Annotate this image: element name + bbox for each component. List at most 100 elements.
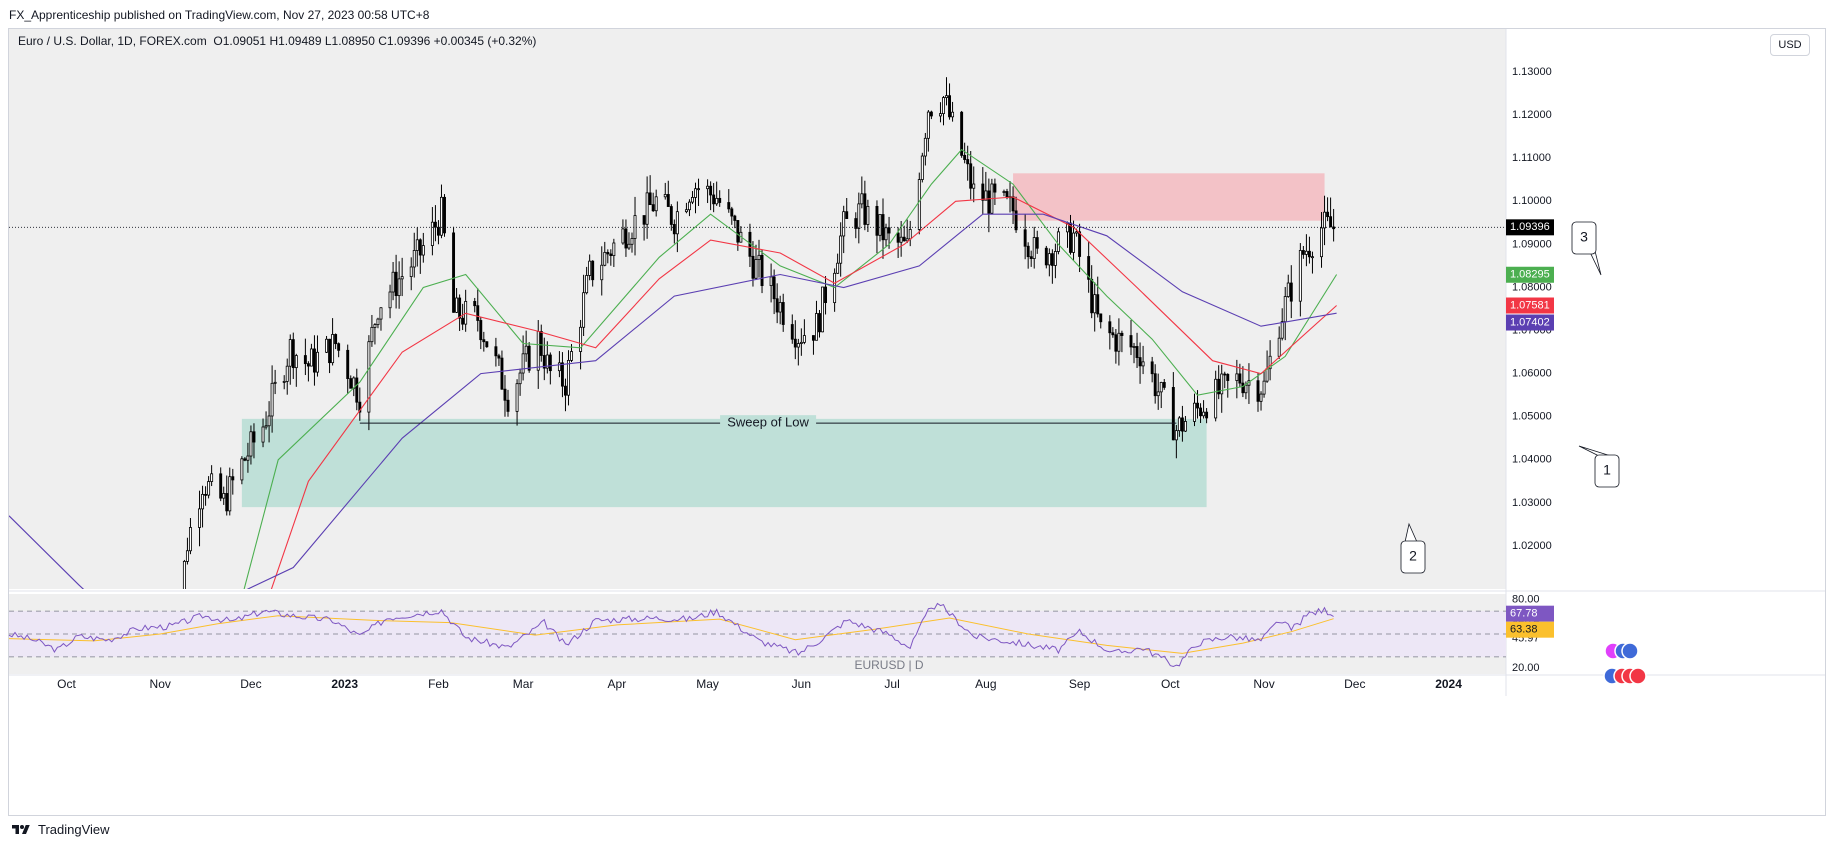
candle xyxy=(987,178,991,233)
candle xyxy=(349,375,353,389)
price-badge-2: 1.08295 xyxy=(1510,269,1550,281)
candle-body xyxy=(1156,391,1160,397)
candle-body xyxy=(207,481,211,496)
candle-body xyxy=(781,302,785,325)
candle-body xyxy=(923,137,927,157)
candle-body xyxy=(1280,321,1284,339)
time-tick-label: Dec xyxy=(240,677,261,691)
candle-body xyxy=(896,232,900,243)
candle-body xyxy=(854,218,858,229)
candle xyxy=(440,184,443,239)
time-tick-label: Oct xyxy=(1161,677,1180,691)
time-tick-label: Mar xyxy=(513,677,534,691)
candle-body xyxy=(1047,253,1051,266)
candle xyxy=(993,178,997,205)
candle xyxy=(945,77,948,106)
candle xyxy=(243,457,247,462)
callout-2-box[interactable] xyxy=(1400,540,1426,574)
candle-body xyxy=(1177,417,1181,432)
candle-body xyxy=(273,381,277,384)
candle-body xyxy=(1026,245,1030,258)
candle-body xyxy=(645,192,649,225)
demand-zone[interactable] xyxy=(241,418,1207,508)
candle xyxy=(929,110,933,120)
time-tick-label: Jul xyxy=(884,677,899,691)
candle xyxy=(769,263,773,303)
candle-body xyxy=(331,334,335,364)
candle-body xyxy=(282,381,286,383)
price-badge-3: 1.07581 xyxy=(1510,299,1550,311)
idea-bubble-icon[interactable] xyxy=(1621,642,1639,660)
candle-body xyxy=(497,355,501,359)
candle xyxy=(917,172,921,235)
candle-body xyxy=(621,228,625,244)
candle xyxy=(1047,248,1051,277)
candle-body xyxy=(1183,421,1187,432)
currency-button[interactable]: USD xyxy=(1770,34,1810,56)
candle xyxy=(388,284,392,319)
candle xyxy=(185,537,189,565)
candle-body xyxy=(1108,321,1112,334)
candle-body xyxy=(1180,417,1184,432)
candle-body xyxy=(603,251,607,266)
candle-body xyxy=(793,338,797,348)
candle-body xyxy=(675,211,679,235)
candle-body xyxy=(1162,382,1166,388)
candle xyxy=(391,261,395,301)
candle-body xyxy=(887,227,891,234)
time-tick-label: May xyxy=(696,677,719,691)
candle xyxy=(461,303,465,331)
candle xyxy=(1202,400,1206,419)
supply-zone[interactable] xyxy=(1013,173,1325,221)
candle-body xyxy=(669,206,673,225)
candle-body xyxy=(231,476,235,481)
candle-body xyxy=(210,473,214,482)
candle-body xyxy=(1141,361,1145,367)
tradingview-logo[interactable]: TradingView xyxy=(10,822,110,837)
candle-body xyxy=(1132,346,1136,348)
candle-body xyxy=(527,345,531,371)
candle xyxy=(694,182,697,214)
candle-body xyxy=(1326,211,1330,218)
top-bar: FX_Apprenticeship published on TradingVi… xyxy=(0,0,1835,28)
candle-body xyxy=(1196,402,1199,409)
candle-body xyxy=(796,343,800,348)
candle xyxy=(1138,342,1142,384)
candle-body xyxy=(1138,357,1142,367)
candle xyxy=(455,288,459,314)
candle xyxy=(560,352,564,398)
candle-body xyxy=(948,95,951,118)
candle xyxy=(802,319,806,345)
callout-1-box[interactable] xyxy=(1594,454,1620,488)
candle xyxy=(648,175,652,206)
candle xyxy=(231,468,235,495)
candle xyxy=(264,411,268,430)
candle xyxy=(884,223,888,247)
candle-body xyxy=(715,197,719,205)
candle xyxy=(591,260,595,287)
rsi-layer xyxy=(8,602,1506,668)
callout-1-pointer xyxy=(1578,445,1612,457)
callout-3-box[interactable] xyxy=(1571,221,1597,255)
candle-body xyxy=(168,702,170,719)
candle-body xyxy=(503,388,507,401)
price-tick-label: 1.10000 xyxy=(1512,195,1552,207)
candle-body xyxy=(482,339,486,343)
candle xyxy=(328,338,332,374)
time-tick-label: Oct xyxy=(57,677,76,691)
candle xyxy=(669,204,673,231)
candle-body xyxy=(564,385,567,396)
event-bubble-icon[interactable] xyxy=(1629,667,1647,685)
candle-body xyxy=(560,362,564,387)
candle xyxy=(1220,364,1224,413)
candle-body xyxy=(246,455,250,461)
candle-body xyxy=(648,192,652,206)
candle xyxy=(1093,282,1097,332)
candle-body xyxy=(506,399,510,412)
candle xyxy=(539,324,543,362)
candle-body xyxy=(857,203,861,229)
candle-body xyxy=(684,209,688,213)
candle xyxy=(397,261,401,309)
candle xyxy=(249,425,253,465)
